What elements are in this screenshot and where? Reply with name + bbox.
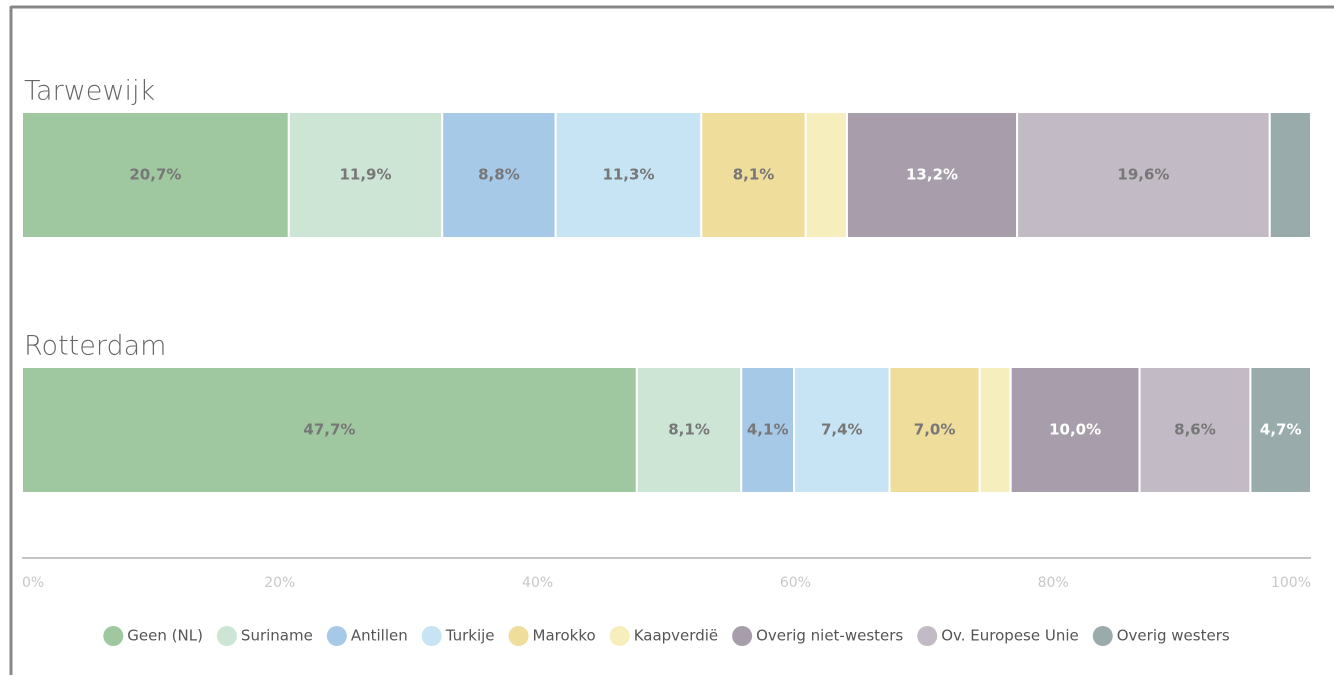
value-label: 8,6% xyxy=(1174,421,1216,439)
bar-segment xyxy=(888,366,981,494)
legend-label: Suriname xyxy=(241,627,313,645)
legend-marker xyxy=(917,626,938,646)
bar-segment xyxy=(287,111,444,239)
legend-marker xyxy=(421,626,442,646)
x-tick-label: 100% xyxy=(1271,575,1311,591)
value-label: 10,0% xyxy=(1049,421,1101,439)
legend-marker xyxy=(103,626,124,646)
bar-segment xyxy=(21,111,290,239)
bar-segment xyxy=(804,111,848,239)
value-label: 4,1% xyxy=(747,421,789,439)
category-label: Rotterdam xyxy=(24,331,166,362)
bar-segment xyxy=(1138,366,1252,494)
legend-marker xyxy=(732,626,753,646)
legend-label: Antillen xyxy=(351,627,408,645)
bar-segment xyxy=(740,366,796,494)
bar-segment xyxy=(978,366,1012,494)
category-label: Tarwewijk xyxy=(24,76,155,107)
value-label: 47,7% xyxy=(303,421,355,439)
bar-segment xyxy=(1016,111,1271,239)
value-label: 8,1% xyxy=(733,166,775,184)
legend-marker xyxy=(1092,626,1113,646)
value-label: 11,9% xyxy=(339,166,391,184)
x-tick-label: 20% xyxy=(264,575,295,591)
legend-marker xyxy=(508,626,529,646)
bar-segment xyxy=(441,111,557,239)
x-tick-label: 60% xyxy=(780,575,811,591)
x-tick-label: 80% xyxy=(1038,575,1069,591)
legend-label: Overig niet-westers xyxy=(756,627,903,645)
legend-label: Kaapverdië xyxy=(634,627,718,645)
bar-segment xyxy=(793,366,891,494)
bar-segment xyxy=(21,366,638,494)
legend-marker xyxy=(326,626,347,646)
value-label: 8,8% xyxy=(478,166,520,184)
value-label: 11,3% xyxy=(602,166,654,184)
bar-segment xyxy=(845,111,1019,239)
legend-label: Marokko xyxy=(533,627,596,645)
bar-segment xyxy=(554,111,703,239)
value-label: 20,7% xyxy=(129,166,181,184)
legend-label: Ov. Europese Unie xyxy=(941,627,1079,645)
x-tick-label: 40% xyxy=(522,575,553,591)
bar-segment xyxy=(635,366,743,494)
bar-segment xyxy=(1268,111,1312,239)
value-label: 4,7% xyxy=(1260,421,1302,439)
value-label: 13,2% xyxy=(906,166,958,184)
legend-label: Geen (NL) xyxy=(127,627,203,645)
bar-segment xyxy=(1249,366,1312,494)
value-label: 19,6% xyxy=(1117,166,1169,184)
value-label: 7,4% xyxy=(821,421,863,439)
x-tick-label: 0% xyxy=(22,575,44,591)
value-label: 7,0% xyxy=(914,421,956,439)
legend-label: Turkije xyxy=(445,627,495,645)
legend-label: Overig westers xyxy=(1117,627,1230,645)
legend-marker xyxy=(216,626,237,646)
value-label: 8,1% xyxy=(668,421,710,439)
bar-segment xyxy=(1009,366,1141,494)
legend-marker xyxy=(609,626,630,646)
